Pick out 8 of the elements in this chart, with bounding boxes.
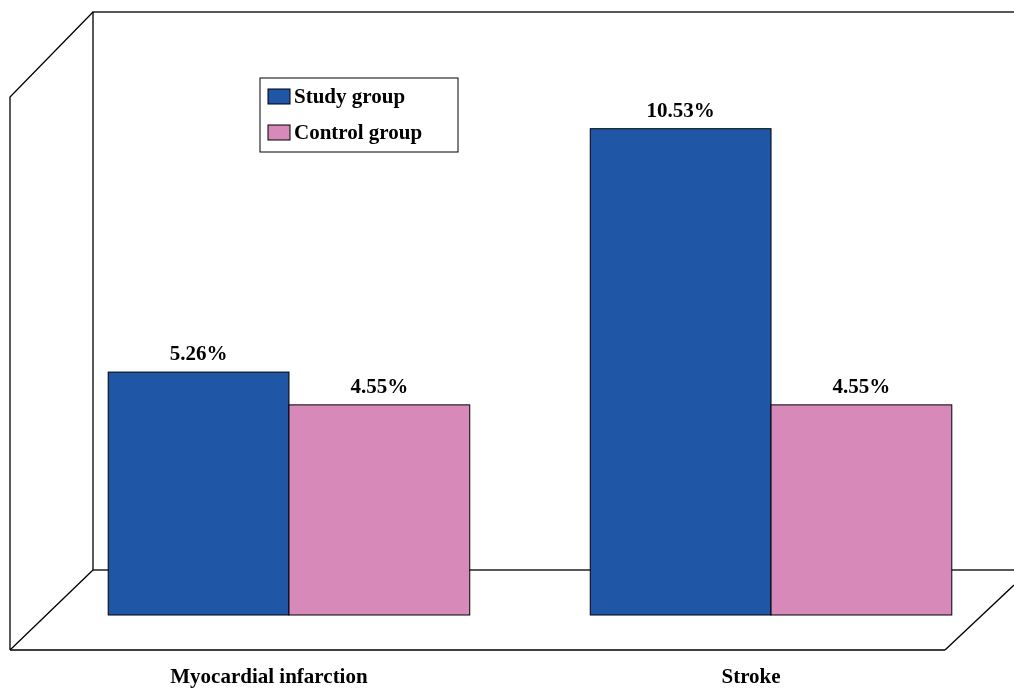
data-label: 4.55% bbox=[832, 373, 891, 398]
data-label: 5.26% bbox=[169, 341, 228, 366]
legend-label: Study group bbox=[294, 84, 406, 108]
data-label: 4.55% bbox=[350, 373, 409, 398]
x-tick-label: Stroke bbox=[721, 664, 781, 688]
x-tick-label: Myocardial infarction bbox=[170, 664, 368, 688]
legend-label: Control group bbox=[294, 120, 423, 144]
data-label: 10.53% bbox=[646, 97, 715, 122]
